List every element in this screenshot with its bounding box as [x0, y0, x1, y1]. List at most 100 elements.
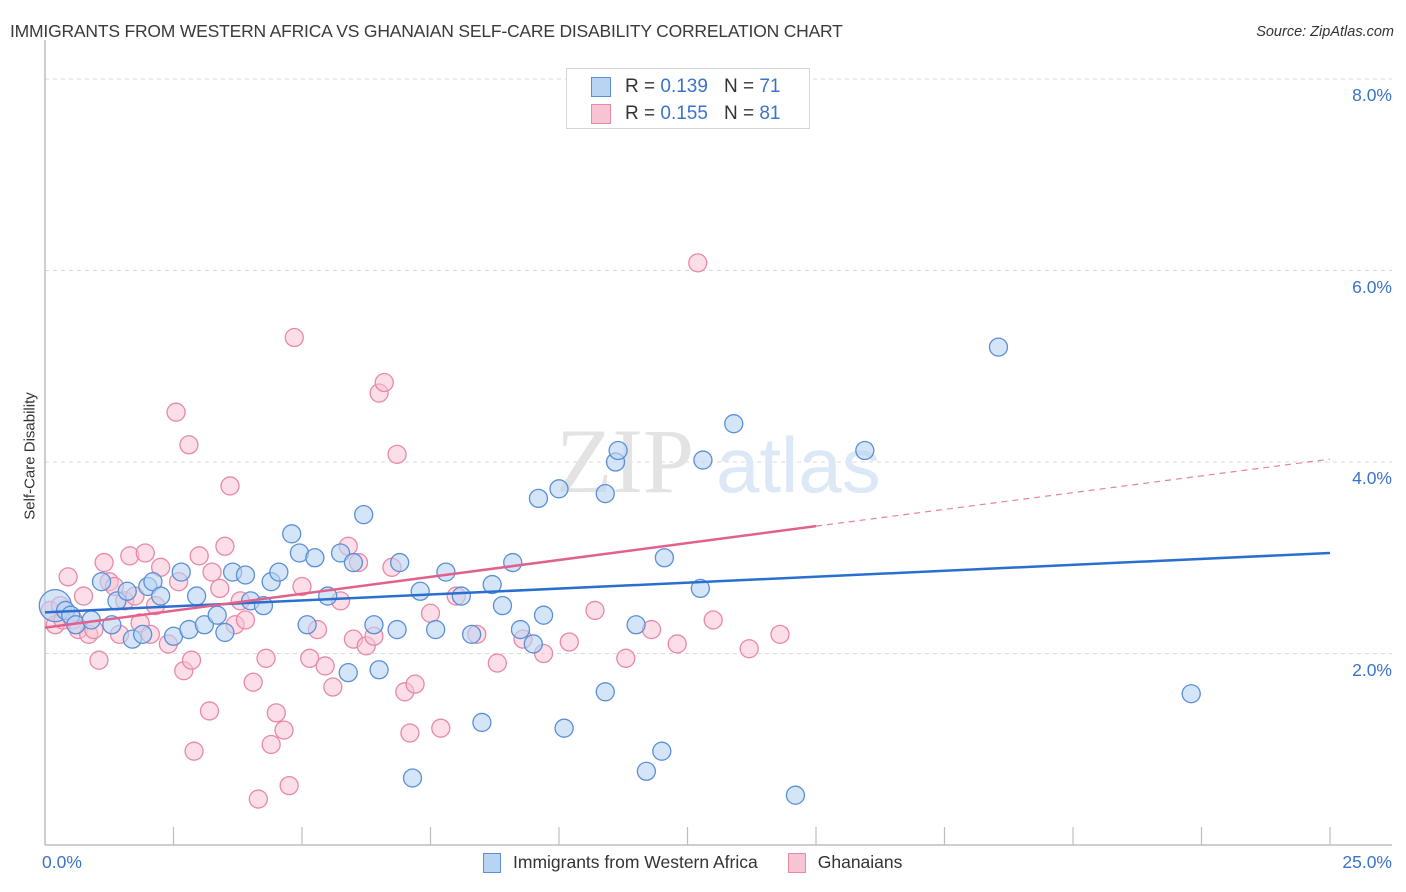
immigrants-point	[510, 619, 531, 640]
r-label: R =	[625, 76, 656, 97]
ghanaians-point	[616, 648, 636, 668]
ghanaians-point	[300, 648, 320, 668]
ghanaians-point	[400, 723, 420, 743]
ghanaians-point	[215, 536, 235, 556]
ghanaians-point	[279, 775, 299, 796]
y-tick-label: 6.0%	[1352, 276, 1392, 297]
ghanaians-point	[585, 600, 605, 621]
ghanaians-point	[89, 650, 109, 670]
immigrants-point	[608, 440, 628, 461]
ghanaians-point	[220, 476, 240, 496]
ghanaians-point	[261, 734, 281, 755]
legend-swatch-blue	[591, 77, 611, 97]
ghanaians-point	[405, 674, 425, 694]
legend-label: Immigrants from Western Africa	[513, 852, 758, 872]
axes	[44, 40, 1392, 846]
legend-item-ghanaians[interactable]: Ghanaians	[787, 852, 902, 873]
y-axis-label: Self-Care Disability	[21, 392, 39, 520]
immigrants-point	[354, 505, 374, 525]
immigrants-point	[117, 581, 137, 601]
y-tick-label: 4.0%	[1352, 468, 1392, 488]
immigrants-point	[387, 619, 407, 640]
immigrants-point	[1181, 684, 1201, 704]
x-tick-label-min: 0.0%	[42, 852, 82, 872]
ghanaians-point	[243, 672, 263, 692]
immigrants-point	[693, 450, 713, 470]
ghanaians-point	[235, 610, 256, 630]
legend-swatch-pink	[787, 852, 806, 873]
n-label: N =	[723, 103, 755, 124]
n-label: N =	[723, 76, 755, 97]
immigrants-trend-line	[44, 551, 1331, 614]
legend-swatch-pink	[591, 104, 611, 124]
ghanaians-point	[770, 624, 790, 644]
immigrants-point	[855, 440, 875, 461]
ghanaians-point	[420, 603, 441, 623]
ghanaians-point	[256, 648, 276, 668]
immigrants-point	[654, 548, 675, 568]
immigrants-point	[369, 660, 389, 680]
immigrants-point	[554, 718, 574, 738]
immigrants-point	[436, 562, 456, 582]
ghanaians-point	[292, 576, 312, 597]
ghanaians-point	[688, 253, 708, 273]
ghanaians-point	[202, 562, 222, 582]
ghanaians-point	[323, 677, 343, 697]
immigrants-point	[451, 586, 471, 606]
immigrants-point	[595, 483, 615, 504]
immigrants-point	[364, 615, 384, 635]
ghanaians-point	[315, 656, 335, 676]
immigrants-point	[343, 552, 364, 573]
immigrants-point	[133, 624, 153, 644]
ghanaians-point	[274, 720, 294, 740]
ghanaians-point	[667, 634, 687, 654]
immigrants-point	[425, 619, 446, 640]
immigrants-point	[297, 615, 317, 635]
immigrants-point	[528, 488, 549, 509]
immigrants-point	[282, 524, 302, 544]
immigrants-point	[503, 552, 523, 573]
ghanaians-point	[58, 567, 78, 587]
immigrants-point	[549, 479, 569, 499]
immigrants-point	[785, 785, 806, 805]
trend-lines	[44, 458, 1331, 629]
ghanaians-point	[284, 327, 304, 348]
immigrants-point	[215, 622, 235, 643]
ghanaians-point	[431, 718, 451, 738]
chart-title: IMMIGRANTS FROM WESTERN AFRICA VS GHANAI…	[10, 21, 843, 41]
ghanaians-point	[559, 632, 579, 652]
immigrants-point	[533, 605, 554, 625]
immigrants-point	[269, 562, 289, 582]
immigrants-point	[410, 581, 430, 601]
immigrants-point	[724, 414, 744, 434]
legend-row-ghanaians: R = 0.155 N = 81	[591, 103, 780, 125]
ghanaians-point	[199, 701, 220, 721]
immigrants-point	[482, 574, 502, 595]
ghanaians-point	[487, 653, 507, 673]
ghanaians-point	[374, 372, 394, 393]
series-legend: Immigrants from Western Africa Ghanaians	[483, 852, 932, 873]
immigrants-point	[626, 615, 646, 635]
ghanaians-point	[739, 639, 759, 659]
legend-swatch-blue	[483, 852, 501, 873]
ghanaians-point	[266, 703, 286, 723]
n-value: 71	[759, 76, 781, 97]
immigrants-point	[305, 548, 325, 568]
x-tick-label-max: 25.0%	[1342, 852, 1392, 872]
immigrants-point	[988, 337, 1009, 357]
immigrants-point	[207, 605, 227, 625]
r-value: 0.155	[660, 103, 708, 124]
y-tick-label: 2.0%	[1352, 659, 1392, 680]
immigrants-point	[171, 562, 191, 582]
legend-item-immigrants[interactable]: Immigrants from Western Africa	[483, 852, 758, 873]
immigrants-point	[338, 663, 358, 683]
ghanaians-points	[40, 253, 790, 809]
r-value: 0.139	[660, 76, 708, 97]
ghanaians-point	[181, 650, 202, 670]
immigrants-point	[652, 741, 672, 761]
ghanaians-point	[703, 610, 723, 630]
r-label: R =	[625, 103, 656, 124]
immigrants-point	[595, 682, 615, 702]
ghanaians-point	[184, 741, 204, 761]
